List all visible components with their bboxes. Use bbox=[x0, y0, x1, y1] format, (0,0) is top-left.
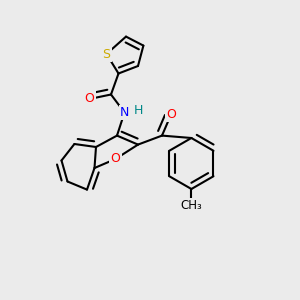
Text: O: O bbox=[111, 152, 120, 166]
Text: N: N bbox=[120, 106, 129, 119]
Text: O: O bbox=[166, 108, 176, 121]
Text: H: H bbox=[134, 104, 144, 118]
Text: CH₃: CH₃ bbox=[181, 199, 202, 212]
Text: O: O bbox=[85, 92, 94, 106]
Text: S: S bbox=[103, 47, 110, 61]
